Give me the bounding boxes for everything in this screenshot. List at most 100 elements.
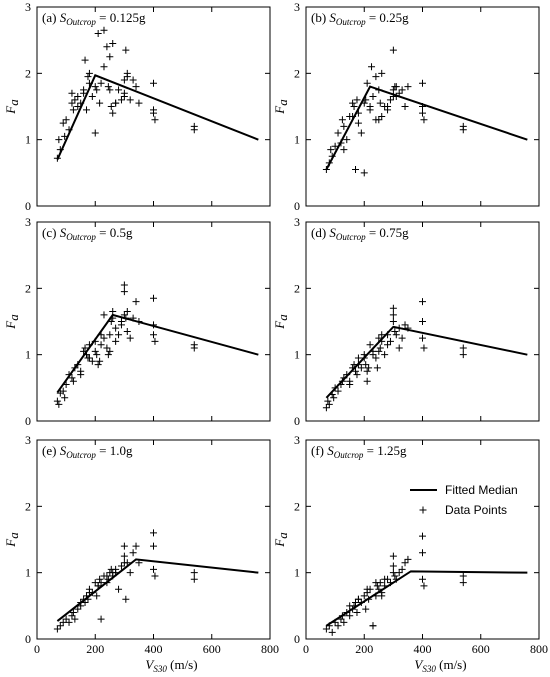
data-point: [81, 344, 89, 352]
panel-label-letter: (e): [42, 443, 60, 458]
data-point: [389, 46, 397, 54]
data-point: [349, 99, 357, 107]
data-points: [322, 532, 467, 636]
data-point: [357, 129, 365, 137]
data-point: [109, 314, 117, 322]
data-point: [68, 99, 76, 107]
data-point: [109, 308, 117, 316]
legend-label-data-points: Data Points: [445, 503, 507, 517]
data-point: [334, 622, 342, 630]
panel-label: (a) SOutcrop = 0.125g: [42, 10, 146, 27]
data-point: [325, 159, 333, 167]
fitted-median-line: [325, 570, 528, 627]
data-point: [100, 63, 108, 71]
data-point: [338, 612, 346, 620]
data-point: [85, 589, 93, 597]
data-point: [328, 152, 336, 160]
data-point: [112, 324, 120, 332]
data-point: [120, 93, 128, 101]
y-axis-label: Fa: [3, 99, 21, 115]
y-axis-label: Fa: [272, 314, 290, 330]
panel-label-symbol: S: [329, 10, 336, 25]
data-point: [398, 86, 406, 94]
data-point: [331, 142, 339, 150]
data-point: [74, 361, 82, 369]
data-point: [117, 96, 125, 104]
data-point: [150, 294, 157, 302]
data-point: [109, 109, 117, 117]
data-point: [419, 575, 426, 583]
data-point: [96, 357, 104, 365]
data-point: [120, 542, 128, 550]
data-point: [322, 166, 330, 174]
data-point: [59, 387, 67, 395]
panel-label-subscript: Outcrop: [66, 450, 96, 460]
data-point: [77, 599, 85, 607]
data-point: [419, 298, 426, 306]
data-point: [91, 129, 99, 137]
data-point: [71, 615, 79, 623]
data-point: [459, 572, 467, 580]
legend-label-fitted-median: Fitted Median: [445, 483, 518, 497]
data-point: [389, 318, 397, 325]
data-point: [386, 579, 394, 587]
data-point: [61, 394, 69, 402]
data-point: [369, 622, 377, 630]
data-point: [389, 552, 397, 560]
data-point: [459, 351, 467, 359]
data-point: [392, 575, 400, 583]
data-point: [115, 86, 123, 94]
data-point: [126, 569, 134, 577]
data-point: [459, 126, 467, 134]
data-point: [112, 99, 120, 107]
data-point: [324, 397, 332, 405]
data-point: [343, 608, 351, 616]
data-point: [419, 103, 426, 110]
y-tick-label: 3: [25, 433, 31, 447]
data-point: [81, 56, 89, 64]
data-point: [55, 136, 63, 144]
data-point: [372, 73, 380, 81]
data-point: [62, 615, 70, 623]
x-tick-label: 600: [472, 642, 490, 656]
x-axis-label-symbol: V: [145, 657, 155, 672]
x-axis-label: VS30 (m/s): [145, 657, 197, 674]
data-point: [354, 109, 362, 117]
y-axis-label: Fa: [3, 532, 21, 548]
y-tick-label: 1: [25, 348, 31, 362]
y-axis-label: Fa: [272, 99, 290, 115]
panel-label: (b) SOutcrop = 0.25g: [311, 10, 409, 27]
data-point: [353, 96, 361, 104]
data-point: [77, 371, 85, 379]
panel-label-subscript: Outcrop: [336, 232, 366, 242]
panel-label-letter: (a): [42, 10, 60, 25]
data-point: [120, 281, 128, 289]
y-tick-label: 2: [25, 499, 31, 513]
data-point: [381, 582, 389, 590]
y-axis-label-subscript: a: [6, 532, 21, 539]
y-tick-label: 0: [294, 632, 300, 646]
data-point: [375, 585, 383, 593]
y-tick-label: 2: [294, 281, 300, 295]
x-axis-label-unit: (m/s): [436, 657, 467, 672]
data-point: [150, 79, 157, 87]
data-point: [120, 552, 128, 560]
y-axis-label-symbol: F: [272, 320, 287, 330]
data-point: [117, 562, 125, 570]
data-point: [77, 99, 85, 107]
data-point: [391, 572, 399, 580]
data-point: [71, 364, 79, 372]
data-point: [74, 605, 82, 613]
data-point: [398, 565, 406, 573]
data-point: [62, 381, 70, 389]
data-point: [363, 367, 371, 375]
panel-label-letter: (c): [42, 225, 60, 240]
data-point: [69, 377, 77, 385]
data-point: [334, 129, 342, 137]
data-point: [392, 83, 400, 91]
data-point: [84, 73, 92, 81]
data-point: [107, 318, 115, 325]
data-point: [135, 318, 143, 325]
